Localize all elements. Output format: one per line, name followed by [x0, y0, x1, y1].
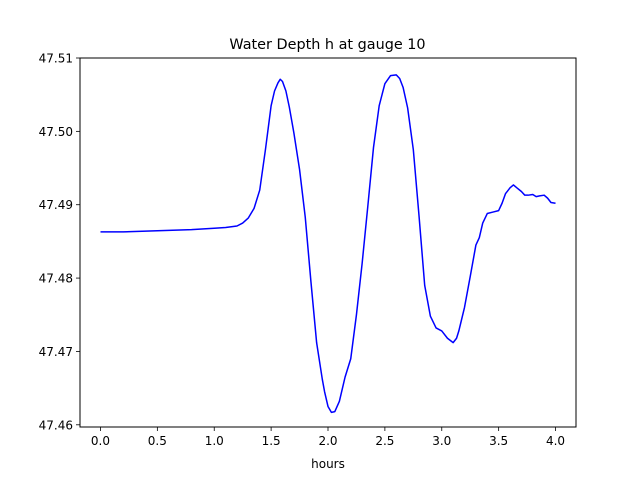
x-tick-label: 2.0 [318, 434, 337, 448]
x-tick-label: 3.0 [432, 434, 451, 448]
series-line-0 [100, 74, 556, 414]
y-tick-label: 47.46 [39, 418, 73, 432]
y-tick-label: 47.47 [39, 345, 73, 359]
y-tick-label: 47.48 [39, 272, 73, 286]
x-tick-label: 0.0 [91, 434, 110, 448]
y-tick-label: 47.50 [39, 125, 73, 139]
x-tick-label: 1.0 [205, 434, 224, 448]
plot-area [79, 57, 577, 428]
y-tick-label: 47.51 [39, 52, 73, 66]
x-tick-label: 1.5 [262, 434, 281, 448]
x-tick-label: 4.0 [546, 434, 565, 448]
x-tick-label: 2.5 [375, 434, 394, 448]
chart-title: Water Depth h at gauge 10 [229, 37, 425, 53]
x-tick-label: 3.5 [489, 434, 508, 448]
series-layer [100, 74, 556, 414]
x-axis-label: hours [311, 457, 345, 471]
x-tick-label: 0.5 [148, 434, 167, 448]
x-axis-ticks: 0.0 0.5 1.0 1.5 2.0 2.5 3.0 3.5 4.0 [91, 427, 565, 448]
y-axis-ticks: 47.46 47.47 47.48 47.49 47.50 47.51 [39, 52, 80, 432]
y-tick-label: 47.49 [39, 198, 73, 212]
